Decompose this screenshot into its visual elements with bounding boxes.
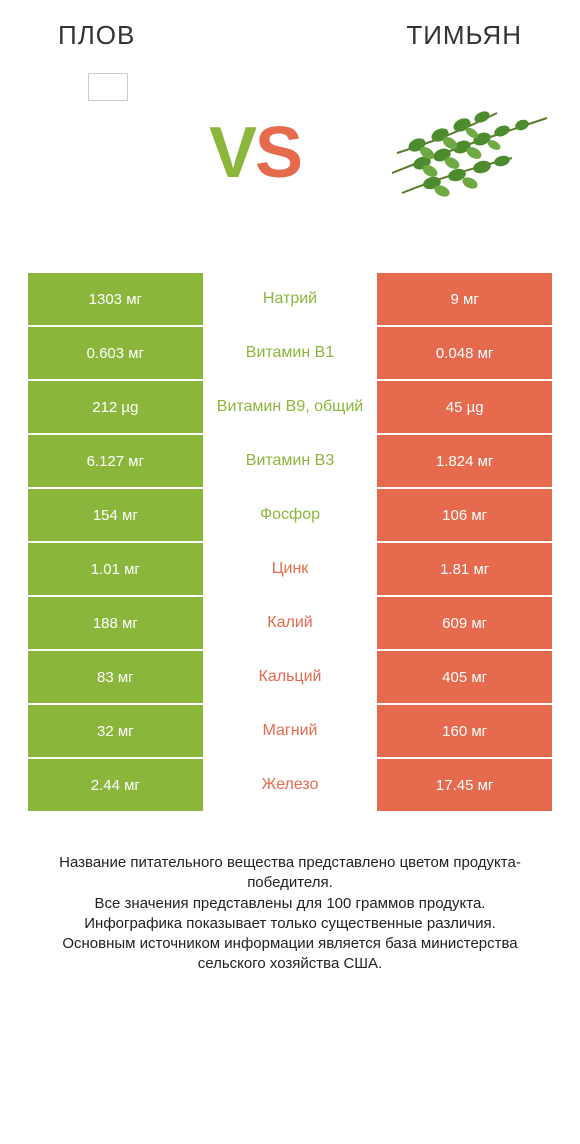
value-left: 6.127 мг [28,435,203,489]
value-right: 45 µg [377,381,552,435]
title-left: ПЛОВ [58,20,135,51]
thyme-icon [382,83,552,223]
nutrient-label: Цинк [203,543,378,597]
value-left: 2.44 мг [28,759,203,813]
footer-note: Название питательного вещества представл… [28,853,552,975]
nutrient-label: Фосфор [203,489,378,543]
nutrient-label: Магний [203,705,378,759]
title-right: ТИМЬЯН [406,20,522,51]
comparison-table: 1303 мгНатрий9 мг 0.603 мгВитамин B10.048… [28,273,552,813]
nutrient-label: Витамин B1 [203,327,378,381]
nutrient-label: Витамин B9, общий [203,381,378,435]
value-left: 83 мг [28,651,203,705]
nutrient-label: Калий [203,597,378,651]
value-right: 405 мг [377,651,552,705]
value-left: 0.603 мг [28,327,203,381]
image-left-placeholder [88,73,128,101]
footer-line: Все значения представлены для 100 граммо… [34,894,546,914]
value-left: 154 мг [28,489,203,543]
footer-line: Название питательного вещества представл… [34,853,546,894]
value-right: 160 мг [377,705,552,759]
vs-s: S [255,113,301,193]
value-right: 17.45 мг [377,759,552,813]
nutrient-label: Железо [203,759,378,813]
value-right: 1.824 мг [377,435,552,489]
value-left: 1.01 мг [28,543,203,597]
header-images: VS [28,63,552,243]
value-right: 9 мг [377,273,552,327]
value-left: 1303 мг [28,273,203,327]
value-right: 609 мг [377,597,552,651]
footer-line: Инфографика показывает только существенн… [34,914,546,934]
value-left: 212 µg [28,381,203,435]
value-right: 106 мг [377,489,552,543]
image-right-thyme [382,68,552,238]
vs-v: V [209,113,255,193]
nutrient-label: Кальций [203,651,378,705]
nutrient-label: Натрий [203,273,378,327]
header-titles: ПЛОВ ТИМЬЯН [28,20,552,51]
value-right: 0.048 мг [377,327,552,381]
value-left: 188 мг [28,597,203,651]
value-right: 1.81 мг [377,543,552,597]
nutrient-label: Витамин B3 [203,435,378,489]
value-left: 32 мг [28,705,203,759]
footer-line: Основным источником информации является … [34,934,546,975]
vs-label: VS [209,112,301,194]
